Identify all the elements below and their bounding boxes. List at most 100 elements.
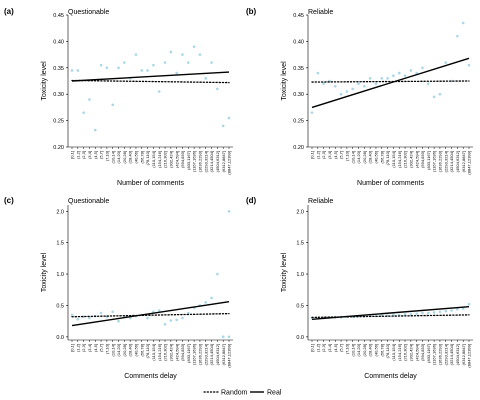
y-tick-label: 0.30	[53, 92, 64, 98]
data-point	[310, 111, 314, 114]
x-tick-label: (56,78]	[139, 344, 144, 356]
y-tick-label: 0.35	[53, 66, 64, 72]
data-point	[438, 92, 442, 96]
data-point	[392, 74, 395, 78]
x-tick-label: (2293,3214]	[203, 344, 208, 365]
x-tick-label: (154,216]	[397, 344, 402, 361]
panel-2: (b) Reliable 0.20 0.25 0.30 0.35 0.40 0.45 [0,1]…	[246, 7, 473, 187]
line-random	[71, 79, 230, 84]
x-tick-label: (20,28]	[362, 344, 367, 356]
data-point	[444, 309, 448, 313]
data-point	[88, 98, 91, 101]
data-point	[426, 82, 430, 85]
line-real	[311, 57, 470, 109]
x-tick-label: (8847,12399]	[227, 344, 232, 368]
data-point	[426, 311, 430, 315]
data-point	[322, 82, 325, 85]
x-tick-label: (3,4]	[87, 151, 92, 159]
x-tick-label: (5,7]	[339, 344, 344, 352]
panel-title: Questionable	[68, 198, 109, 205]
x-tick-label: (6312,8847]	[461, 151, 466, 172]
x-tick-label: (78,110]	[385, 344, 390, 358]
data-point	[175, 318, 178, 322]
x-tick-label: (3214,4504]	[209, 151, 214, 172]
x-tick-label: (833,1167]	[186, 151, 191, 170]
x-tick-label: (110,154]	[151, 151, 156, 168]
x-tick-label: (40,56]	[374, 151, 379, 163]
x-tick-label: (594,833]	[420, 344, 425, 361]
x-tick-label: (1,2]	[315, 344, 320, 352]
x-tick-label: (14,20]	[356, 344, 361, 356]
data-point	[111, 310, 115, 314]
panel-4: (d) Reliable 0.0 0.5 1.0 1.5 2.0 [0,1] (1,2] (2,3…	[246, 196, 473, 380]
data-point	[409, 312, 413, 316]
x-tick-label: (2293,3214]	[443, 344, 448, 365]
data-point	[351, 87, 355, 91]
x-tick-label: (1167,1636]	[192, 344, 197, 365]
x-tick-label: (594,833]	[180, 344, 185, 361]
data-point	[192, 45, 196, 48]
x-tick-label: (2293,3214]	[203, 151, 208, 172]
x-tick-label: (1,2]	[315, 151, 320, 159]
x-tick-label: (2293,3214]	[443, 151, 448, 172]
x-tick-label: (6312,8847]	[221, 344, 226, 365]
x-tick-label: (4504,6312]	[215, 344, 220, 365]
x-tick-label: (154,216]	[397, 151, 402, 168]
x-tick-label: (594,833]	[180, 151, 185, 168]
data-point	[316, 71, 320, 75]
x-tick-label: (14,20]	[116, 344, 121, 356]
data-point	[333, 84, 337, 88]
panel-label: (c)	[4, 196, 14, 205]
x-tick-label: (4504,6312]	[455, 151, 460, 172]
x-tick-label: (5,7]	[99, 151, 104, 159]
data-point	[461, 307, 465, 310]
data-point	[467, 302, 471, 306]
data-point	[363, 84, 366, 88]
data-point	[409, 69, 413, 72]
y-axis-title: Toxicity level	[41, 61, 48, 101]
y-tick-label: 2.0	[296, 209, 304, 215]
data-point	[105, 66, 109, 70]
x-tick-label: (424,594]	[174, 151, 179, 168]
y-axis-title: Toxicity level	[41, 252, 48, 292]
data-point	[76, 69, 80, 72]
x-tick-label: (56,78]	[379, 344, 384, 356]
data-point	[181, 316, 184, 320]
x-axis-title: Comments delay	[124, 373, 177, 380]
x-tick-label: (28,40]	[128, 151, 133, 163]
data-point	[70, 313, 74, 317]
data-point	[216, 272, 219, 276]
x-tick-label: (8847,12399]	[467, 344, 472, 368]
x-tick-label: (40,56]	[374, 344, 379, 356]
x-tick-label: (4,5]	[93, 151, 98, 159]
x-tick-label: (3,4]	[87, 344, 92, 352]
x-tick-label: (2,3]	[81, 151, 86, 159]
x-tick-label: (1636,2293]	[438, 344, 443, 365]
data-point	[204, 77, 208, 80]
data-point	[146, 69, 149, 72]
legend-label-real: Real	[267, 390, 282, 397]
data-point	[117, 319, 120, 323]
panel-title: Reliable	[308, 198, 333, 205]
y-tick-label: 1.5	[56, 241, 64, 247]
data-point	[70, 69, 74, 72]
data-point	[157, 309, 161, 312]
x-tick-label: (6312,8847]	[221, 151, 226, 172]
x-tick-label: (20,28]	[122, 344, 127, 356]
x-tick-label: (216,302]	[403, 151, 408, 168]
x-axis-title: Number of comments	[357, 180, 424, 187]
y-tick-label: 0.40	[293, 39, 304, 45]
x-tick-label: (1167,1636]	[192, 151, 197, 172]
x-tick-label: [0,1]	[310, 344, 315, 352]
x-tick-label: (424,594]	[174, 344, 179, 361]
y-tick-label: 0.35	[293, 66, 304, 72]
x-tick-label: (833,1167]	[426, 151, 431, 170]
x-tick-label: (7,10]	[344, 344, 349, 354]
y-tick-label: 0.40	[53, 39, 64, 45]
data-point	[123, 61, 126, 64]
x-tick-label: (78,110]	[385, 151, 390, 165]
x-tick-label: (14,20]	[356, 151, 361, 163]
data-point	[157, 90, 161, 93]
x-tick-label: (28,40]	[128, 344, 133, 356]
x-tick-label: (1,2]	[75, 151, 80, 159]
